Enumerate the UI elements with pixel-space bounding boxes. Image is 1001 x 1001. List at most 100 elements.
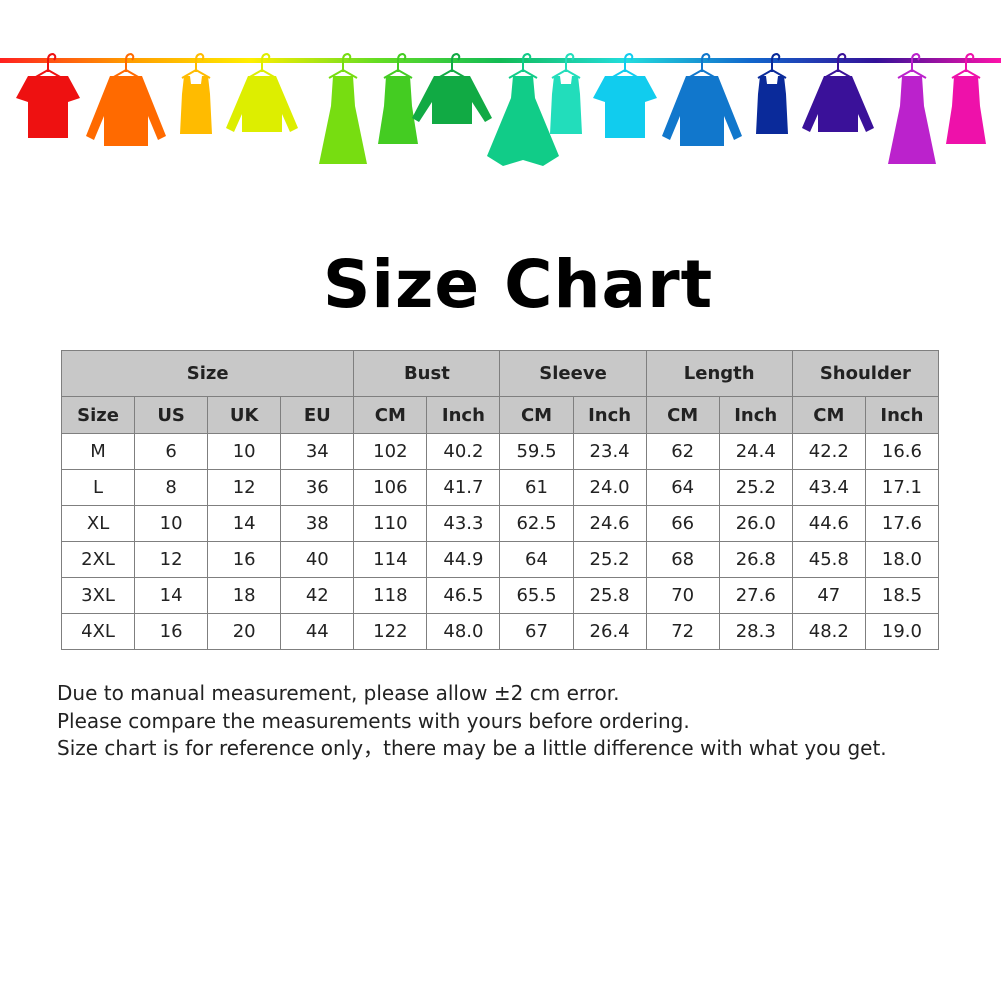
sleeveless-dress-icon: [946, 52, 986, 144]
page-title: Size Chart: [322, 246, 714, 323]
group-header-sleeve: Sleeve: [499, 350, 647, 397]
hanger-icon: [247, 52, 277, 79]
table-cell: 27.6: [718, 577, 793, 614]
table-row: M 6 10 34 102 40.2 59.5 23.4 62 24.4 42.2 16.6: [60, 433, 940, 470]
table-cell: 38: [280, 505, 355, 542]
table-cell: 61: [499, 469, 574, 506]
table-cell: 18.0: [864, 541, 940, 578]
dress-icon: [319, 52, 367, 164]
table-cell: 40: [280, 541, 355, 578]
table-cell: 64: [645, 469, 720, 506]
table-cell: L: [60, 469, 136, 506]
note-line: Size chart is for reference only，there m…: [57, 736, 887, 760]
group-header-bust: Bust: [353, 350, 501, 397]
column-header: UK: [207, 396, 282, 434]
hanger-icon: [181, 52, 211, 79]
table-cell: 12: [207, 469, 282, 506]
table-cell: 41.7: [426, 469, 501, 506]
hanger-icon: [111, 52, 141, 79]
table-cell: 23.4: [572, 433, 647, 470]
table-cell: 47: [791, 577, 866, 614]
table-cell: 2XL: [60, 541, 136, 578]
hanger-icon: [951, 52, 981, 79]
tank-top-icon: [756, 52, 788, 134]
group-header-row: Size Bust Sleeve Length Shoulder: [60, 350, 940, 397]
sweater-icon: [412, 52, 492, 124]
table-cell: 72: [645, 613, 720, 650]
table-cell: 24.4: [718, 433, 793, 470]
hanger-icon: [33, 52, 63, 79]
column-header: CM: [353, 396, 428, 434]
flared-dress-icon: [487, 52, 559, 166]
table-cell: 42: [280, 577, 355, 614]
hanger-icon: [610, 52, 640, 79]
table-cell: 44.9: [426, 541, 501, 578]
table-cell: 43.4: [791, 469, 866, 506]
table-cell: 26.4: [572, 613, 647, 650]
table-cell: 4XL: [60, 613, 136, 650]
note-line: Please compare the measurements with you…: [57, 708, 690, 733]
table-cell: 65.5: [499, 577, 574, 614]
group-header-size: Size: [60, 350, 355, 397]
hanger-icon: [508, 52, 538, 79]
table-row: 3XL 14 18 42 118 46.5 65.5 25.8 70 27.6 47 18.5: [60, 577, 940, 614]
table-cell: 8: [134, 469, 209, 506]
table-cell: M: [60, 433, 136, 470]
group-header-length: Length: [645, 350, 793, 397]
table-cell: 45.8: [791, 541, 866, 578]
table-cell: 66: [645, 505, 720, 542]
column-header: Inch: [718, 396, 793, 434]
table-cell: 70: [645, 577, 720, 614]
tank-top-icon: [180, 52, 212, 134]
hanger-icon: [757, 52, 787, 79]
table-cell: 67: [499, 613, 574, 650]
note-line: Due to manual measurement, please allow …: [57, 681, 620, 705]
table-cell: 16.6: [864, 433, 940, 470]
table-row: L 8 12 36 106 41.7 61 24.0 64 25.2 43.4 17.1: [60, 469, 940, 506]
column-header: US: [134, 396, 209, 434]
table-cell: 62: [645, 433, 720, 470]
dress-icon: [888, 52, 936, 164]
table-cell: 110: [353, 505, 428, 542]
column-header: CM: [791, 396, 866, 434]
cardigan-icon: [226, 52, 298, 132]
column-header: Inch: [426, 396, 501, 434]
notes: Due to manual measurement, please allow …: [57, 680, 887, 763]
table-cell: 17.6: [864, 505, 940, 542]
table-cell: 25.2: [718, 469, 793, 506]
table-cell: 44.6: [791, 505, 866, 542]
column-header: Inch: [864, 396, 940, 434]
table-cell: 3XL: [60, 577, 136, 614]
cardigan-icon: [802, 52, 874, 132]
table-cell: 59.5: [499, 433, 574, 470]
table-cell: 48.2: [791, 613, 866, 650]
table-cell: 24.0: [572, 469, 647, 506]
column-header: Size: [60, 396, 136, 434]
table-cell: 16: [207, 541, 282, 578]
table-cell: 34: [280, 433, 355, 470]
table-cell: 18.5: [864, 577, 940, 614]
hanger-icon: [823, 52, 853, 79]
table-row: 4XL 16 20 44 122 48.0 67 26.4 72 28.3 48.2 19.0: [60, 613, 940, 650]
table-cell: 106: [353, 469, 428, 506]
column-header: EU: [280, 396, 355, 434]
hanger-icon: [437, 52, 467, 79]
table-cell: 18: [207, 577, 282, 614]
table-cell: 26.8: [718, 541, 793, 578]
table-cell: 42.2: [791, 433, 866, 470]
table-cell: 26.0: [718, 505, 793, 542]
table-row: 2XL 12 16 40 114 44.9 64 25.2 68 26.8 45.8 18.0: [60, 541, 940, 578]
table-cell: 12: [134, 541, 209, 578]
table-cell: 6: [134, 433, 209, 470]
table-cell: XL: [60, 505, 136, 542]
table-row: XL 10 14 38 110 43.3 62.5 24.6 66 26.0 44.6 17.6: [60, 505, 940, 542]
shirt-icon: [662, 52, 742, 146]
table-cell: 10: [207, 433, 282, 470]
table-cell: 19.0: [864, 613, 940, 650]
table-cell: 102: [353, 433, 428, 470]
hanger-icon: [687, 52, 717, 79]
table-cell: 10: [134, 505, 209, 542]
column-header: CM: [645, 396, 720, 434]
table-cell: 68: [645, 541, 720, 578]
sleeveless-dress-icon: [378, 52, 418, 144]
